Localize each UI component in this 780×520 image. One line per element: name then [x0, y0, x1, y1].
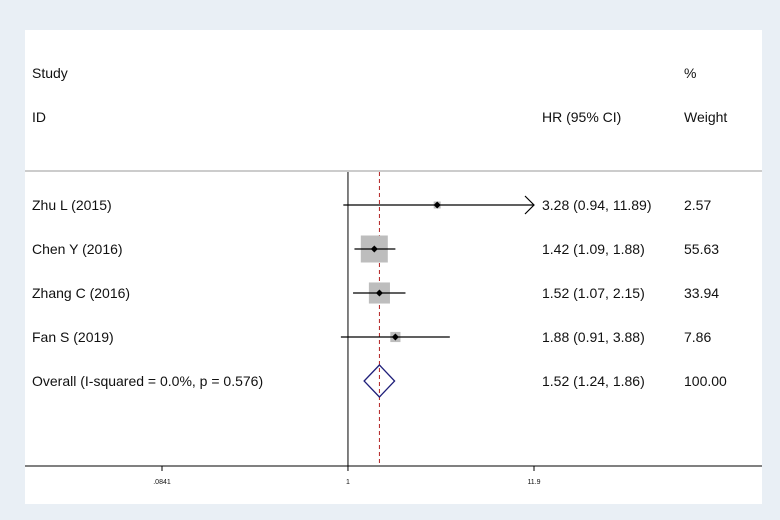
- ci-truncation-arrow: [524, 195, 535, 215]
- study-row: Chen Y (2016) 1.42 (1.09, 1.88) 55.63: [32, 235, 719, 263]
- study-hr-ci: 1.42 (1.09, 1.88): [542, 241, 645, 257]
- overall-row: Overall (I-squared = 0.0%, p = 0.576) 1.5…: [32, 364, 727, 398]
- study-weight: 7.86: [684, 329, 711, 345]
- weight-column-header: Weight: [684, 109, 727, 125]
- study-column-header: Study: [32, 65, 68, 81]
- study-rows: Zhu L (2015) 3.28 (0.94, 11.89) 2.57 Chen Y…: [32, 172, 727, 466]
- study-name: Chen Y (2016): [32, 241, 123, 257]
- study-hr-ci: 3.28 (0.94, 11.89): [542, 197, 651, 213]
- overall-label: Overall (I-squared = 0.0%, p = 0.576): [32, 373, 263, 389]
- study-hr-ci: 1.88 (0.91, 3.88): [542, 329, 645, 345]
- study-row: Zhu L (2015) 3.28 (0.94, 11.89) 2.57: [32, 195, 711, 215]
- hr-column-header: HR (95% CI): [542, 109, 621, 125]
- study-row: Zhang C (2016) 1.52 (1.07, 2.15) 33.94: [32, 282, 719, 304]
- study-name: Zhang C (2016): [32, 285, 130, 301]
- forest-plot-panel: [25, 30, 762, 504]
- id-column-header: ID: [32, 109, 46, 125]
- study-weight: 33.94: [684, 285, 719, 301]
- overall-hr-ci: 1.52 (1.24, 1.86): [542, 373, 645, 389]
- point-estimate-marker: [375, 289, 383, 297]
- point-estimate-marker: [370, 245, 378, 253]
- point-estimate-marker: [391, 333, 399, 341]
- study-name: Fan S (2019): [32, 329, 114, 345]
- point-estimate-marker: [433, 201, 441, 209]
- x-axis-tick-label: .0841: [153, 479, 171, 486]
- study-weight: 55.63: [684, 241, 719, 257]
- percent-column-header: %: [684, 65, 696, 81]
- x-axis-tick-label: 11.9: [527, 479, 540, 486]
- study-row: Fan S (2019) 1.88 (0.91, 3.88) 7.86: [32, 329, 711, 345]
- study-name: Zhu L (2015): [32, 197, 112, 213]
- study-weight: 2.57: [684, 197, 711, 213]
- study-hr-ci: 1.52 (1.07, 2.15): [542, 285, 645, 301]
- table-header: Study ID HR (95% CI) % Weight: [32, 65, 727, 125]
- x-axis: .0841 1 11.9: [25, 465, 762, 486]
- overall-diamond: [363, 364, 396, 398]
- overall-weight: 100.00: [684, 373, 727, 389]
- x-axis-tick-label: 1: [346, 479, 350, 486]
